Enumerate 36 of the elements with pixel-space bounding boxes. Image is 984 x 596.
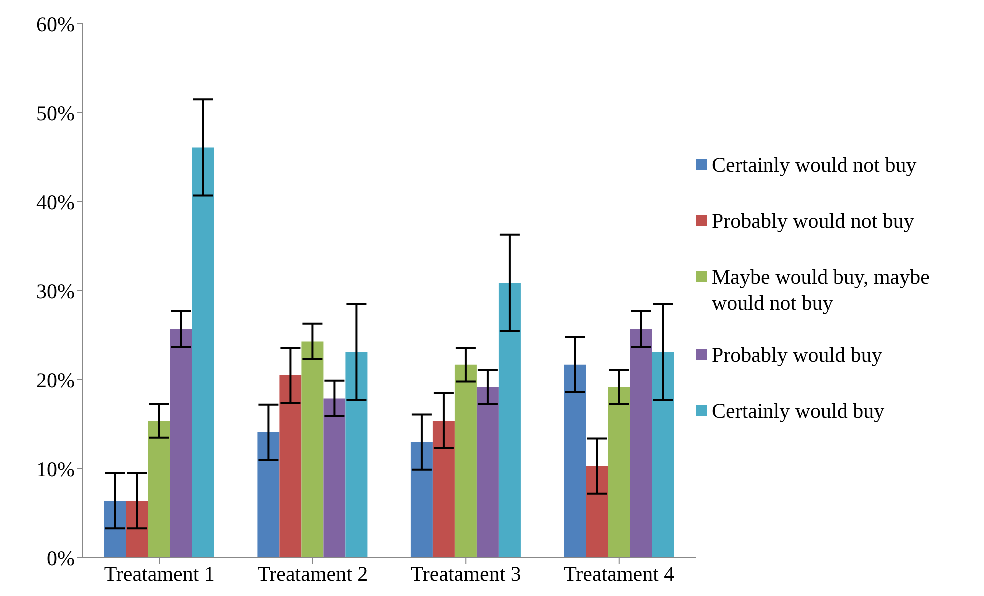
bar bbox=[302, 342, 324, 558]
bar bbox=[586, 466, 608, 558]
legend-label: Probably would not buy bbox=[712, 208, 914, 234]
bar bbox=[476, 387, 499, 558]
y-tick-label: 40% bbox=[36, 190, 75, 214]
x-tick-label: Treatament 4 bbox=[564, 562, 676, 586]
y-tick-label: 20% bbox=[36, 368, 75, 392]
y-tick-label: 0% bbox=[47, 546, 75, 570]
bar bbox=[192, 148, 214, 558]
y-tick-label: 10% bbox=[36, 457, 75, 482]
bar bbox=[258, 432, 280, 558]
y-tick-label: 30% bbox=[36, 279, 75, 304]
legend-label: Certainly would buy bbox=[712, 398, 885, 424]
bar bbox=[432, 420, 455, 558]
bar bbox=[148, 420, 170, 558]
bar bbox=[652, 352, 674, 558]
x-tick-label: Treatament 2 bbox=[258, 562, 368, 586]
bar bbox=[280, 376, 302, 558]
bar bbox=[324, 398, 346, 558]
bar bbox=[630, 329, 652, 558]
bar bbox=[410, 442, 433, 558]
legend-label: Probably would buy bbox=[712, 342, 882, 368]
bar bbox=[170, 329, 192, 558]
bar bbox=[126, 501, 148, 558]
bar bbox=[564, 364, 586, 558]
bar bbox=[104, 501, 126, 558]
bar bbox=[454, 364, 477, 558]
bar bbox=[346, 352, 368, 558]
bar bbox=[608, 387, 630, 558]
x-tick-label: Treatament 3 bbox=[410, 562, 522, 586]
legend-label: Maybe would buy, maybe would not buy bbox=[712, 264, 931, 316]
legend-label: Certainly would not buy bbox=[712, 152, 917, 178]
y-tick-label: 50% bbox=[36, 101, 75, 126]
y-tick-label: 60% bbox=[36, 12, 75, 36]
x-tick-label: Treatament 1 bbox=[104, 562, 215, 586]
bar bbox=[498, 282, 521, 558]
